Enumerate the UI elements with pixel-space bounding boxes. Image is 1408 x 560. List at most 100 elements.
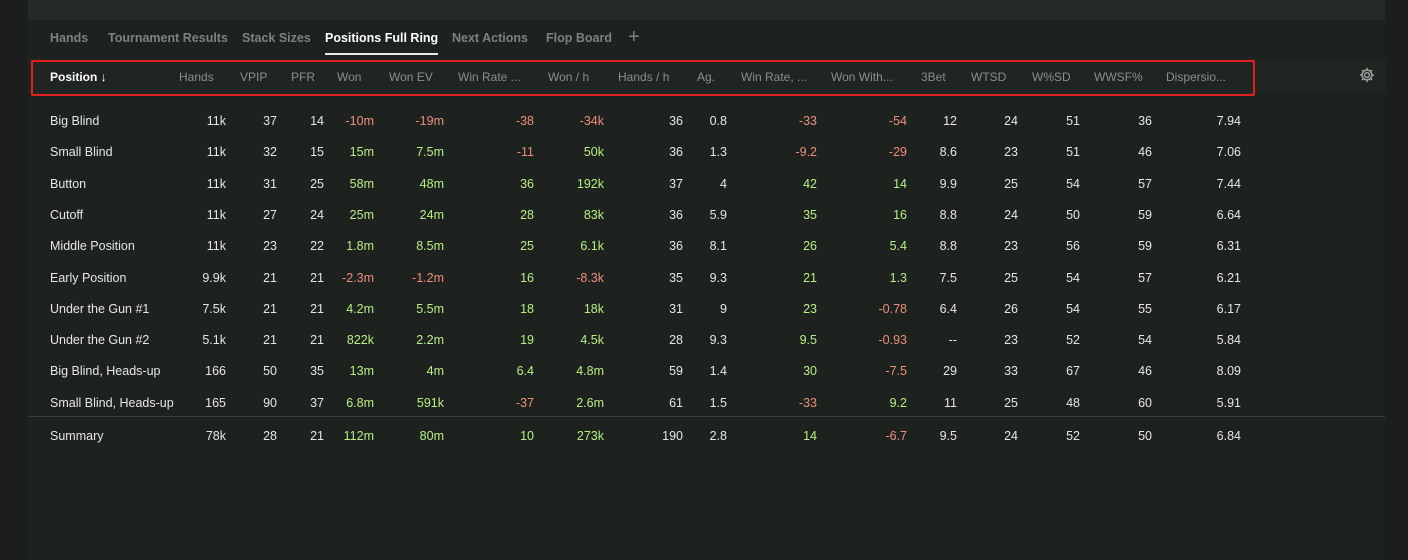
table-row[interactable]: Button 11k 31 25 58m 48m 36 192k 37 4 42 14 9.9 25 54 5… (28, 169, 1385, 200)
cell-pfr: 35 (310, 364, 324, 379)
column-header-w-sd[interactable]: W%SD (1032, 70, 1071, 84)
cell-position: Early Position (50, 270, 127, 285)
table-row[interactable]: Early Position 9.9k 21 21 -2.3m -1.2m 16 -8.3k 3… (28, 263, 1385, 294)
cell-w-sd: 54 (1066, 270, 1080, 285)
cell-hands: 11k (206, 176, 226, 191)
column-header-hands-per-hour[interactable]: Hands / h (618, 70, 670, 84)
column-header-won-with[interactable]: Won With... (831, 70, 893, 84)
cell-hands-per-hour: 28 (669, 333, 683, 348)
cell-hands-per-hour: 36 (669, 239, 683, 254)
cell-dispersion: 7.06 (1216, 145, 1241, 160)
cell-wtsd: 23 (1004, 239, 1018, 254)
column-header-won-ev[interactable]: Won EV (389, 70, 433, 84)
cell-hands: 166 (205, 364, 226, 379)
table-row[interactable]: Big Blind, Heads-up 166 50 35 13m 4m 6.4 4.8m 59… (28, 356, 1385, 387)
cell-w-sd: 56 (1066, 239, 1080, 254)
cell-position: Big Blind, Heads-up (50, 364, 161, 379)
cell-won-per-hour: 83k (583, 207, 604, 222)
tab-next-actions[interactable]: Next Actions (452, 31, 528, 45)
cell-hands-per-hour: 190 (662, 429, 683, 443)
table-row[interactable]: Big Blind 11k 37 14 -10m -19m -38 -34k 36 0.8 -33 -… (28, 106, 1385, 137)
table-row[interactable]: Middle Position 11k 23 22 1.8m 8.5m 25 6.1k 36 8.… (28, 231, 1385, 262)
tab-positions-full-ring[interactable]: Positions Full Ring (325, 31, 439, 55)
cell-won-with: 1.3 (889, 270, 907, 285)
cell-win-rate: 18 (520, 301, 534, 316)
cell-dispersion: 6.31 (1216, 239, 1241, 254)
cell-win-rate: -37 (515, 395, 534, 410)
cell-won: 4.2m (346, 301, 374, 316)
cell-win-rate: 10 (520, 429, 534, 443)
cell-position: Under the Gun #2 (50, 333, 150, 348)
column-header-won-per-hour[interactable]: Won / h (548, 70, 590, 84)
cell-aggression: 8.1 (709, 239, 727, 254)
cell-aggression: 5.9 (709, 207, 727, 222)
cell-won-ev: 5.5m (416, 301, 444, 316)
cell-hands: 7.5k (202, 301, 226, 316)
tab-stack-sizes[interactable]: Stack Sizes (242, 31, 311, 45)
column-header-dispersion[interactable]: Dispersio... (1166, 70, 1227, 84)
tab-flop-board[interactable]: Flop Board (546, 31, 612, 45)
cell-position: Small Blind, Heads-up (50, 395, 174, 410)
cell-won-with: 5.4 (889, 239, 907, 254)
table-row[interactable]: Under the Gun #1 7.5k 21 21 4.2m 5.5m 18 18k 31 9… (28, 294, 1385, 325)
cell-win-rate: 28 (520, 207, 534, 222)
column-header-win-rate[interactable]: Win Rate ... (458, 70, 521, 84)
cell-won-ev: 48m (419, 176, 444, 191)
cell-dispersion: 6.84 (1216, 429, 1241, 443)
cell-won-with: -7.5 (885, 364, 907, 379)
summary-row[interactable]: Summary 78k 28 21 112m 80m 10 273k 190 2.8 14 -6.7 9… (28, 421, 1385, 452)
gear-icon[interactable] (1358, 66, 1376, 84)
column-header-hands[interactable]: Hands (179, 70, 214, 84)
column-header-three-bet[interactable]: 3Bet (921, 70, 946, 84)
cell-w-sd: 50 (1066, 207, 1080, 222)
cell-position: Cutoff (50, 207, 84, 222)
table-header (28, 58, 1385, 94)
cell-won: 822k (346, 333, 374, 348)
cell-wwsf: 46 (1138, 364, 1152, 379)
cell-hands: 11k (206, 145, 226, 160)
cell-three-bet: -- (948, 333, 957, 348)
cell-wtsd: 23 (1004, 145, 1018, 160)
tab-hands[interactable]: Hands (50, 31, 89, 45)
table-row[interactable]: Under the Gun #2 5.1k 21 21 822k 2.2m 19 4.5k 28… (28, 325, 1385, 356)
cell-wtsd: 24 (1004, 114, 1018, 128)
column-header-aggression[interactable]: Ag. (697, 70, 716, 84)
cell-win-rate-2: 35 (803, 207, 817, 222)
column-header-pfr[interactable]: PFR (291, 70, 315, 84)
cell-position: Middle Position (50, 239, 135, 254)
table-row[interactable]: Small Blind 11k 32 15 15m 7.5m -11 50k 36 1.3 -9.2… (28, 137, 1385, 168)
column-header-position[interactable]: Position ↓ (50, 70, 107, 84)
cell-position: Under the Gun #1 (50, 301, 150, 316)
cell-win-rate-2: 21 (803, 270, 817, 285)
column-header-won[interactable]: Won (337, 70, 362, 84)
column-header-wtsd[interactable]: WTSD (971, 70, 1007, 84)
cell-vpip: 27 (263, 207, 277, 222)
cell-won-with: 16 (893, 207, 907, 222)
column-header-wwsf[interactable]: WWSF% (1094, 70, 1143, 84)
cell-pfr: 25 (310, 176, 324, 191)
cell-three-bet: 9.5 (939, 429, 957, 443)
cell-wwsf: 60 (1138, 395, 1152, 410)
table-row[interactable]: Cutoff 11k 27 24 25m 24m 28 83k 36 5.9 35 16 8.8 24 50… (28, 200, 1385, 231)
cell-aggression: 9.3 (709, 333, 727, 348)
cell-dispersion: 5.84 (1216, 333, 1241, 348)
column-header-vpip[interactable]: VPIP (240, 70, 268, 84)
cell-dispersion: 8.09 (1216, 364, 1241, 379)
add-tab-button[interactable]: + (628, 26, 640, 48)
column-header-win-rate-2[interactable]: Win Rate, ... (741, 70, 808, 84)
cell-won-ev: 80m (419, 429, 444, 443)
cell-w-sd: 67 (1066, 364, 1080, 379)
cell-hands: 165 (205, 395, 226, 410)
cell-hands-per-hour: 59 (669, 364, 683, 379)
cell-win-rate-2: 14 (803, 429, 817, 443)
cell-three-bet: 8.6 (939, 145, 957, 160)
cell-vpip: 21 (263, 333, 277, 348)
tab-tournament-results[interactable]: Tournament Results (108, 31, 228, 45)
cell-vpip: 21 (263, 301, 277, 316)
cell-vpip: 21 (263, 270, 277, 285)
cell-won-per-hour: 273k (576, 429, 604, 443)
cell-wtsd: 24 (1004, 429, 1018, 443)
cell-win-rate-2: 26 (803, 239, 817, 254)
table-row[interactable]: Small Blind, Heads-up 165 90 37 6.8m 591k -37 2… (28, 388, 1385, 419)
